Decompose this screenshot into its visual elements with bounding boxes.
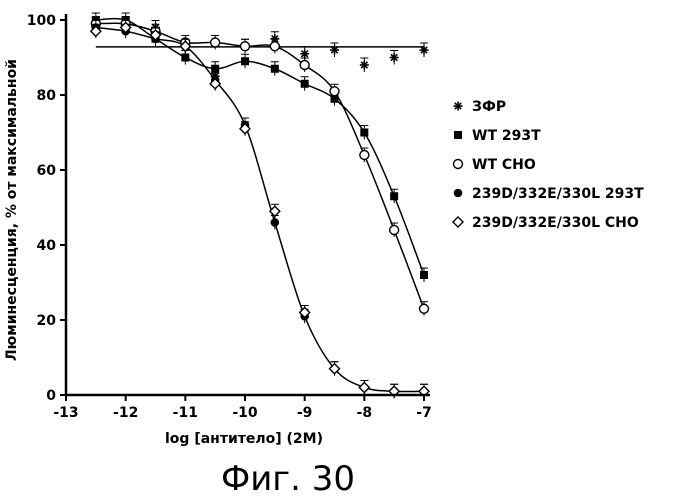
data-point-series-4 bbox=[359, 383, 369, 393]
fit-curve-series-3 bbox=[96, 28, 424, 392]
y-tick-label: 60 bbox=[37, 163, 57, 179]
fit-curve-series-1 bbox=[96, 19, 424, 275]
data-point-series-0 bbox=[390, 53, 399, 62]
fit-curves bbox=[96, 19, 424, 392]
legend-marker-4 bbox=[453, 217, 463, 227]
x-axis-title: log [антитело] (2M) bbox=[165, 431, 323, 447]
data-point-series-1 bbox=[301, 80, 309, 88]
y-tick-label: 20 bbox=[37, 313, 57, 329]
data-point-series-1 bbox=[360, 129, 368, 137]
data-point-series-2 bbox=[300, 61, 309, 70]
x-tick-label: -13 bbox=[53, 405, 78, 421]
x-tick-label: -7 bbox=[416, 405, 432, 421]
figure-caption: Фиг. 30 bbox=[221, 459, 355, 499]
legend-marker-3 bbox=[454, 189, 463, 198]
data-point-series-0 bbox=[330, 46, 339, 55]
data-points bbox=[91, 13, 429, 398]
data-point-series-1 bbox=[211, 65, 219, 73]
legend-label-4: 239D/332E/330L CHO bbox=[472, 215, 639, 231]
data-point-series-1 bbox=[181, 54, 189, 62]
data-point-series-2 bbox=[390, 226, 399, 235]
data-point-series-2 bbox=[241, 42, 250, 51]
x-tick-label: -12 bbox=[113, 405, 138, 421]
x-tick-label: -11 bbox=[173, 405, 198, 421]
data-point-series-2 bbox=[360, 151, 369, 160]
data-point-series-1 bbox=[241, 57, 249, 65]
data-point-series-1 bbox=[420, 271, 428, 279]
data-point-series-1 bbox=[271, 65, 279, 73]
y-axis-title: Люминесценция, % от максимальной bbox=[4, 59, 20, 361]
chart: -13 -12 -11 -10 -9 -8 -7 0 20 40 60 80 100 ЗФР WT 293… bbox=[0, 0, 678, 500]
legend-label-3: 239D/332E/330L 293T bbox=[472, 186, 644, 202]
x-tick-label: -10 bbox=[232, 405, 258, 421]
data-point-series-2 bbox=[270, 42, 279, 51]
y-tick-label: 0 bbox=[46, 388, 56, 404]
legend-label-1: WT 293T bbox=[472, 128, 541, 144]
legend-label-2: WT CHO bbox=[472, 157, 536, 173]
y-tick-label: 40 bbox=[37, 238, 57, 254]
legend: ЗФР WT 293T WT CHO 239D/332E/330L 293T 239D/… bbox=[453, 99, 644, 231]
y-tick-label: 100 bbox=[27, 13, 56, 29]
axes: -13 -12 -11 -10 -9 -8 -7 0 20 40 60 80 100 bbox=[27, 13, 432, 421]
legend-marker-0 bbox=[454, 102, 463, 111]
x-tick-label: -8 bbox=[357, 405, 373, 421]
data-point-series-0 bbox=[420, 46, 429, 55]
data-point-series-2 bbox=[330, 87, 339, 96]
y-tick-label: 80 bbox=[37, 88, 57, 104]
fit-curve-series-2 bbox=[96, 23, 424, 309]
data-point-series-2 bbox=[211, 38, 220, 47]
legend-marker-1 bbox=[454, 131, 462, 139]
data-point-series-2 bbox=[420, 304, 429, 313]
legend-marker-2 bbox=[454, 160, 463, 169]
x-tick-label: -9 bbox=[297, 405, 313, 421]
data-point-series-1 bbox=[390, 192, 398, 200]
legend-label-0: ЗФР bbox=[472, 99, 506, 115]
data-point-series-4 bbox=[270, 206, 280, 216]
data-point-series-3 bbox=[271, 218, 280, 227]
data-point-series-0 bbox=[360, 61, 369, 70]
data-point-series-0 bbox=[300, 49, 309, 58]
